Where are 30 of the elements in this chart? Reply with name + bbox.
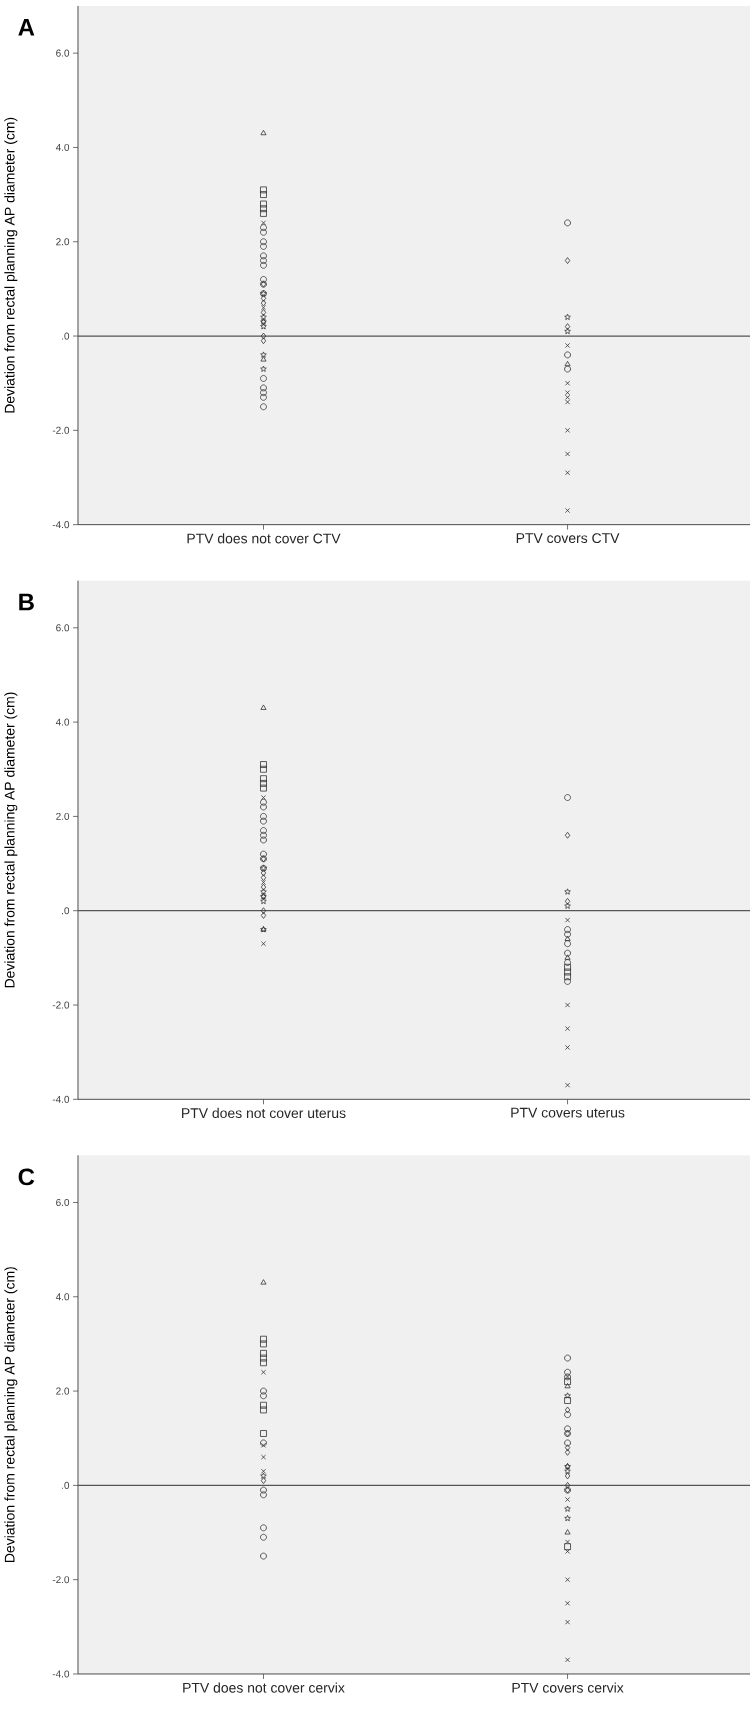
chart-title: A — [18, 19, 35, 36]
chart-title: C — [18, 1168, 35, 1186]
x-tick-label: PTV covers uterus — [511, 1107, 625, 1118]
x-tick-label: PTV does not cover uterus — [182, 1107, 346, 1119]
y-tick-label: -4.0 — [52, 521, 70, 529]
y-tick-label: 2.0 — [56, 1387, 70, 1395]
y-tick-label: .0 — [62, 332, 70, 340]
x-tick-label: PTV covers cervix — [512, 1682, 624, 1693]
x-tick-label: PTV does not cover CTV — [187, 533, 341, 544]
y-tick-label: 4.0 — [55, 718, 70, 726]
y-tick-label: -4.0 — [52, 1670, 70, 1678]
x-tick-label: PTV covers CTV — [516, 533, 620, 544]
y-tick-label: 6.0 — [56, 49, 70, 57]
y-tick-label: -2.0 — [52, 1001, 70, 1009]
y-axis-title: Deviation from rectal planning AP diameter (cm) — [4, 1267, 18, 1562]
y-tick-label: 4.0 — [55, 143, 70, 151]
chart-title: B — [19, 593, 34, 611]
y-tick-label: -4.0 — [52, 1095, 70, 1103]
x-tick-label: PTV does not cover cervix — [183, 1682, 345, 1693]
y-tick-label: 6.0 — [56, 624, 70, 632]
y-tick-label: .0 — [62, 1481, 70, 1489]
y-tick-label: .0 — [62, 907, 70, 915]
y-tick-label: -2.0 — [52, 426, 70, 434]
y-tick-label: -2.0 — [52, 1576, 70, 1584]
y-axis-title: Deviation from rectal planning AP diameter (cm) — [4, 117, 18, 413]
y-tick-label: 6.0 — [56, 1198, 70, 1206]
y-tick-label: 2.0 — [56, 812, 70, 820]
y-tick-label: 4.0 — [55, 1293, 70, 1301]
y-axis-title: Deviation from rectal planning AP diameter (cm) — [4, 692, 18, 988]
y-tick-label: 2.0 — [56, 238, 70, 246]
